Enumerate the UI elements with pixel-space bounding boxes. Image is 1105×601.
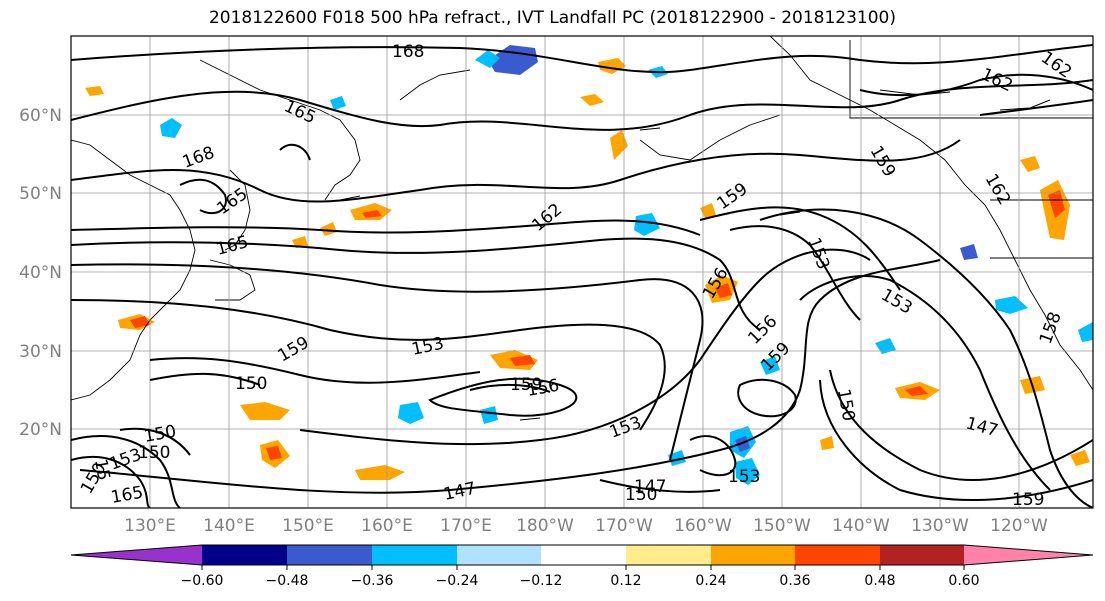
- colorbar-segment: [964, 545, 1093, 565]
- lat-label: 40°N: [19, 263, 62, 283]
- lon-label: 120°W: [990, 516, 1048, 536]
- colorbar-tick-label: −0.60: [181, 573, 224, 589]
- colorbar-tick-label: −0.12: [520, 573, 563, 589]
- colorbar-segment: [202, 545, 287, 565]
- contour-label: 150: [235, 374, 267, 394]
- lon-label: 130°W: [911, 516, 969, 536]
- lon-label: 140°W: [832, 516, 890, 536]
- colorbar-segment: [626, 545, 711, 565]
- latitude-labels: 60°N 50°N 40°N 30°N 20°N: [19, 106, 62, 440]
- contour-label: 153: [728, 467, 760, 487]
- colorbar-tick-label: 0.24: [695, 573, 726, 589]
- refractivity-contours: [71, 44, 1093, 508]
- longitude-labels: 130°E 140°E 150°E 160°E 170°E 180°W 170°…: [124, 516, 1048, 536]
- contour-fragments: [339, 89, 1051, 421]
- coastlines: [71, 36, 1093, 401]
- lon-label: 160°E: [361, 516, 413, 536]
- colorbar-segment: [711, 545, 795, 565]
- lon-label: 150°W: [753, 516, 811, 536]
- colorbar-tick-label: −0.48: [266, 573, 309, 589]
- lat-label: 50°N: [19, 184, 62, 204]
- colorbar-segment: [372, 545, 457, 565]
- shaded-anomalies: [85, 45, 1093, 485]
- lat-label: 20°N: [19, 420, 62, 440]
- lat-label: 60°N: [19, 106, 62, 126]
- lon-label: 150°E: [282, 516, 334, 536]
- contour-label: 159: [1012, 490, 1044, 510]
- lon-label: 180°W: [516, 516, 574, 536]
- lat-lon-grid: [71, 36, 1093, 508]
- contour-label: 150: [625, 485, 657, 505]
- lon-label: 170°W: [595, 516, 653, 536]
- colorbar-segment: [71, 545, 202, 565]
- lon-label: 170°E: [440, 516, 492, 536]
- contour-label: 150: [138, 443, 170, 463]
- lon-label: 160°W: [674, 516, 732, 536]
- map-panel: 168 165 168 165 165 159 162 162 159 153 …: [70, 35, 1094, 510]
- colorbar-tick-label: 0.48: [864, 573, 895, 589]
- colorbar-segment: [457, 545, 541, 565]
- colorbar-segment: [795, 545, 880, 565]
- contour-label: 147: [634, 477, 666, 497]
- map-title: 2018122600 F018 500 hPa refract., IVT La…: [208, 8, 896, 28]
- lat-label: 30°N: [19, 342, 62, 362]
- colorbar-tick-label: 0.12: [610, 573, 641, 589]
- lon-label: 140°E: [203, 516, 255, 536]
- colorbar: −0.60 −0.48 −0.36 −0.24 −0.12 0.12 0.24 …: [70, 544, 1094, 589]
- colorbar-tick-label: 0.60: [948, 573, 979, 589]
- map-frame: [70, 35, 1094, 509]
- colorbar-segment: [541, 545, 626, 565]
- colorbar-tick-label: −0.36: [351, 573, 394, 589]
- contour-label: 15: [90, 457, 113, 482]
- contour-label: 159: [510, 375, 542, 395]
- colorbar-tick-label: 0.36: [779, 573, 810, 589]
- colorbar-segment: [287, 545, 372, 565]
- contour-label: 168: [392, 42, 424, 62]
- lon-label: 130°E: [124, 516, 176, 536]
- colorbar-segment: [880, 545, 964, 565]
- colorbar-tick-label: −0.24: [436, 573, 479, 589]
